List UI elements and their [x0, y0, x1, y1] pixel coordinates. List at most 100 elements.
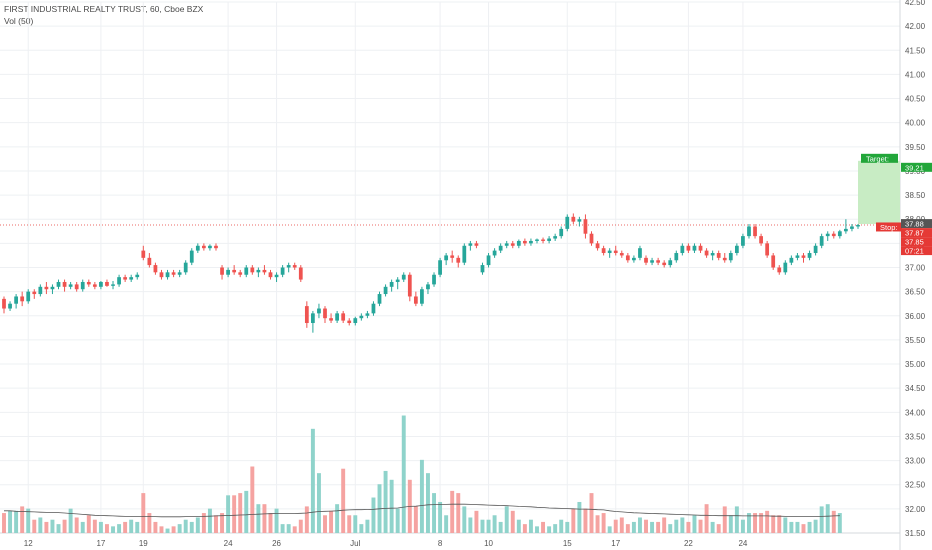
volume-bar	[304, 506, 309, 533]
price-axis-label-box	[901, 228, 932, 238]
candle-body	[420, 289, 424, 304]
volume-bar	[553, 524, 558, 533]
volume-bar	[280, 524, 285, 533]
candle-body	[704, 250, 709, 256]
target-price-label: 39.21	[905, 163, 924, 172]
candle-body	[407, 274, 412, 297]
volume-bar	[528, 519, 533, 533]
volume-bar	[571, 508, 576, 533]
candle-body	[480, 265, 485, 273]
volume-bar	[68, 508, 73, 533]
candle-body	[92, 284, 97, 287]
candle-body	[105, 281, 109, 286]
volume-bar	[226, 495, 231, 533]
candle-body	[32, 291, 37, 295]
volume-bar	[492, 515, 497, 533]
volume-bar	[298, 519, 303, 533]
volume-bar	[656, 521, 661, 533]
candle-body	[268, 272, 273, 278]
target-label-box	[861, 153, 898, 163]
volume-bar	[704, 504, 709, 533]
candle-body	[311, 313, 315, 324]
volume-bar	[759, 513, 764, 533]
volume-bar	[153, 521, 158, 533]
volume-bar	[801, 524, 806, 533]
volume-bar	[256, 504, 261, 533]
candle-body	[201, 245, 206, 249]
x-tick-label: 24	[224, 539, 233, 548]
volume-bar	[401, 415, 406, 533]
volume-bar	[516, 519, 521, 533]
volume-bar	[589, 493, 594, 533]
volume-bar	[207, 508, 212, 533]
candle-body	[135, 274, 140, 278]
volume-bar	[716, 524, 721, 533]
candle-body	[710, 253, 715, 256]
volume-bar	[135, 521, 140, 533]
price-axis-label-countdown: 07:21	[905, 246, 924, 255]
volume-bar	[129, 519, 134, 533]
volume-bar	[438, 501, 443, 533]
candle-body	[571, 216, 576, 222]
volume-bar	[147, 513, 152, 533]
candle-body	[468, 243, 473, 246]
y-tick-label: 42.50	[905, 0, 926, 7]
volume-bar	[232, 495, 237, 533]
candle-body	[456, 257, 461, 263]
candle-body	[183, 262, 188, 273]
candle-body	[644, 257, 648, 263]
candle-body	[195, 245, 200, 251]
candle-body	[238, 272, 243, 275]
target-label-text: Target:	[866, 154, 889, 163]
candle-body	[262, 269, 267, 273]
target-zone	[858, 160, 900, 225]
y-tick-label: 33.00	[905, 457, 926, 466]
candle-body	[801, 255, 806, 258]
volume-bar	[323, 515, 327, 533]
candle-body	[632, 257, 636, 261]
volume-bar	[734, 506, 739, 533]
candle-body	[613, 250, 618, 254]
volume-bar	[286, 524, 291, 533]
volume-bar	[486, 519, 491, 533]
candle-body	[686, 245, 691, 251]
candle-body	[831, 233, 836, 237]
volume-bar	[20, 506, 25, 533]
volume-bar	[395, 508, 400, 533]
volume-bar	[292, 526, 297, 533]
volume-bar	[419, 459, 424, 533]
volume-bar	[747, 513, 751, 533]
candle-body	[74, 284, 79, 290]
price-axis-label-stop: 37.87	[905, 228, 924, 237]
y-tick-label: 33.50	[905, 432, 926, 441]
symbol-title[interactable]: FIRST INDUSTRIAL REALTY TRUST, 60, Cboe …	[4, 4, 204, 14]
volume-indicator-label[interactable]: Vol (50)	[4, 16, 34, 26]
y-tick-label: 34.00	[905, 408, 926, 417]
candle-body	[153, 265, 158, 273]
candle-body	[274, 274, 279, 278]
candle-body	[450, 255, 455, 258]
x-tick-label: 24	[738, 539, 747, 548]
candle-body	[474, 243, 479, 246]
candle-body	[783, 262, 788, 273]
volume-bar	[117, 524, 122, 533]
y-tick-label: 40.50	[905, 95, 926, 104]
volume-bar	[613, 519, 618, 533]
candle-body	[292, 265, 297, 268]
candle-body	[650, 260, 654, 263]
x-tick-label: 10	[484, 539, 493, 548]
candle-body	[765, 243, 770, 256]
candle-body	[317, 308, 321, 314]
volume-bar	[668, 524, 673, 533]
volume-bar	[92, 519, 97, 533]
volume-bar	[74, 517, 79, 533]
volume-ma-line	[4, 503, 840, 518]
candle-body	[117, 277, 121, 285]
volume-bar	[619, 517, 624, 533]
volume-bar	[504, 506, 509, 533]
candle-body	[444, 255, 449, 261]
volume-bar	[740, 519, 745, 533]
volume-bar	[310, 428, 315, 533]
candle-body	[232, 269, 237, 273]
